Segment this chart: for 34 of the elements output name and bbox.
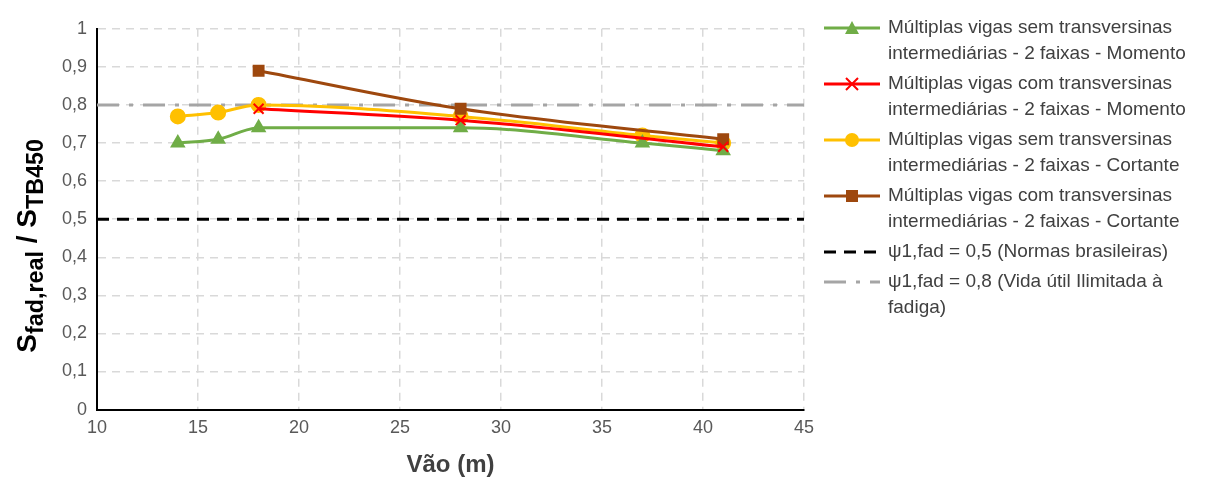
y-tick-label: 0,5 [61,208,88,229]
y-tick-label: 0,9 [61,55,88,76]
y-tick-label: 0 [77,398,88,419]
point [169,108,186,125]
x-tick-label: 40 [692,417,714,438]
x-tick-label: 30 [490,417,512,438]
legend-label: Múltiplas vigas com transversinas intermediárias - 2 faixas - Momento [888,71,1187,121]
y-tick-label: 0,3 [61,284,88,305]
y-tick-label: 0,7 [61,132,88,153]
y-tick-label: 0,1 [61,360,88,381]
point [454,114,467,127]
x-tick-label: 20 [289,417,310,438]
legend-label: ψ1,fad = 0,5 (Normas brasileiras) [888,239,1169,263]
y-tick-label: 0,8 [61,93,88,114]
legend-label: Múltiplas vigas sem transversinas intermediárias - 2 faixas - Cortante [888,127,1181,177]
x-tick-label: 35 [591,417,613,438]
point [210,104,227,121]
y-tick-label: 1 [77,17,88,38]
legend-label: ψ1,fad = 0,8 (Vida útil Ilimitada à fadiga) [888,269,1164,319]
y-tick-label: 0,4 [61,246,88,267]
y-tick-label: 0,6 [61,170,88,191]
x-tick-label: 10 [87,417,108,438]
x-tick-label: 45 [793,417,814,438]
point [251,119,266,133]
point [252,102,265,115]
point [252,64,265,77]
x-tick-label: 15 [188,417,209,438]
x-axis-title: Vão (m) [406,450,495,478]
point [211,131,226,144]
point [170,135,185,148]
x-tick-label: 25 [389,417,411,438]
point [454,102,467,115]
y-tick-label: 0,2 [61,322,88,343]
legend-label: Múltiplas vigas sem transversinas intermediárias - 2 faixas - Momento [888,15,1187,65]
